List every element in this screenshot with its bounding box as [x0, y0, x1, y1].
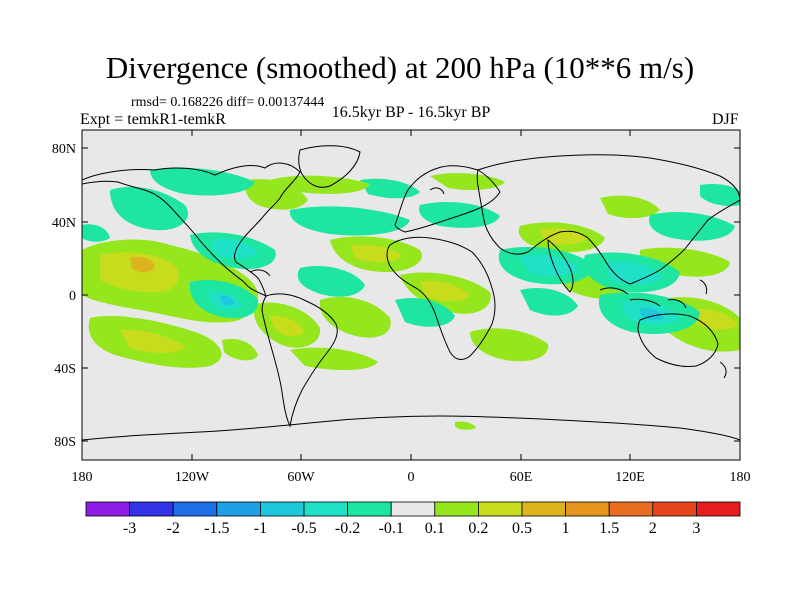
colorbar-label: -3 [123, 520, 136, 537]
colorbar-labels: -3 -2 -1.5 -1 -0.5 -0.2 -0.1 0.1 0.2 0.5 1 1.5 2 3 [123, 520, 700, 537]
season-label: DJF [712, 111, 739, 128]
colorbar-label: -1 [254, 520, 267, 537]
negative-anomaly-regions [82, 167, 740, 334]
anomaly-blob [640, 307, 664, 321]
anomaly-blob [520, 287, 578, 316]
period-label: 16.5kyr BP - 16.5kyr BP [331, 104, 491, 121]
lon-axis [81, 130, 741, 460]
anomaly-blob [350, 244, 402, 263]
coast-greenland [298, 145, 361, 188]
weak-positive-regions [269, 173, 505, 430]
anomaly-blob [600, 195, 660, 219]
coast-asia [476, 154, 740, 285]
colorbar-label: 2 [649, 520, 657, 537]
lat-labels: 80N 40N 0 40S 80S [52, 142, 76, 450]
colorbar-label: 1 [562, 520, 570, 537]
anomaly-blob [649, 212, 735, 241]
anomaly-blob [289, 206, 410, 236]
colorbar-swatch [85, 501, 130, 517]
lat-label-0: 0 [69, 289, 76, 304]
experiment-label: Expt = temkR1-temkR [80, 111, 226, 128]
colorbar [85, 501, 741, 517]
lon-label-0: 0 [408, 470, 415, 485]
plot-title: Divergence (smoothed) at 200 hPa (10**6 … [105, 50, 695, 85]
colorbar-swatch [696, 501, 741, 517]
colorbar-swatch [390, 501, 436, 517]
lon-label-180e: 180 [730, 470, 751, 485]
lat-axis [82, 147, 740, 442]
colorbar-label: 0.1 [425, 520, 445, 537]
colorbar-swatch [652, 501, 697, 517]
colorbar-label: 1.5 [599, 520, 619, 537]
anomaly-blob [319, 296, 391, 338]
anomaly-blob [690, 308, 738, 330]
anomaly-blob [120, 329, 185, 353]
stats-label: rmsd= 0.168226 diff= 0.00137444 [131, 95, 325, 110]
colorbar-label: 3 [692, 520, 700, 537]
anomaly-blob [150, 167, 255, 196]
colorbar-label: -0.1 [379, 520, 404, 537]
divergence-field [82, 167, 740, 430]
colorbar-label: -0.2 [335, 520, 360, 537]
colorbar-swatch [216, 501, 261, 517]
colorbar-swatch [434, 501, 479, 517]
colorbar-label: -2 [167, 520, 180, 537]
coast-europe [394, 165, 501, 233]
lon-label-60w: 60W [287, 470, 315, 485]
colorbar-swatch [521, 501, 566, 517]
coast-south-america [261, 293, 338, 428]
anomaly-blob [430, 173, 505, 190]
anomaly-blob [360, 178, 420, 199]
colorbar-label: -1.5 [204, 520, 229, 537]
anomaly-blob [605, 260, 662, 285]
anomaly-blob [100, 252, 179, 293]
anomaly-blob [82, 224, 110, 242]
lat-label-80n: 80N [52, 142, 76, 157]
colorbar-swatch [129, 501, 174, 517]
coast-africa [386, 236, 496, 360]
coast-islands [249, 187, 727, 379]
colorbar-swatch [347, 501, 392, 517]
anomaly-blob [222, 338, 258, 361]
colorbar-swatch [172, 501, 218, 517]
lat-label-80s: 80S [54, 435, 76, 450]
colorbar-swatch [608, 501, 654, 517]
anomaly-blob [297, 265, 365, 297]
lat-label-40n: 40N [52, 216, 76, 231]
anomaly-blob [220, 295, 235, 306]
anomaly-blob [470, 328, 549, 362]
colorbar-label: -0.5 [291, 520, 316, 537]
anomaly-blob [210, 238, 258, 259]
anomaly-blob [270, 315, 304, 337]
anomaly-blob [130, 256, 155, 273]
colorbar-label: 0.2 [468, 520, 488, 537]
coastlines [82, 145, 740, 441]
anomaly-blob [520, 254, 580, 277]
lon-label-180w: 180 [72, 470, 93, 485]
lat-label-40s: 40S [54, 362, 76, 377]
anomaly-blob [700, 183, 740, 206]
anomaly-blob [110, 186, 188, 231]
lon-label-60e: 60E [510, 470, 533, 485]
colorbar-label: 0.5 [512, 520, 532, 537]
coast-north-america [82, 162, 301, 297]
lon-label-120w: 120W [175, 470, 210, 485]
coast-india [547, 238, 574, 293]
colorbar-swatch [303, 501, 348, 517]
anomaly-blob [290, 347, 378, 371]
colorbar-swatch [565, 501, 610, 517]
coast-australia [637, 313, 719, 367]
anomaly-blob [455, 421, 476, 430]
lon-labels: 180 120W 60W 0 60E 120E 180 [72, 470, 751, 485]
anomaly-blob [395, 297, 455, 327]
colorbar-swatch [477, 501, 523, 517]
colorbar-swatch [259, 501, 305, 517]
lon-label-120e: 120E [615, 470, 645, 485]
anomaly-blob [420, 280, 470, 302]
coast-antarctica [82, 415, 740, 441]
